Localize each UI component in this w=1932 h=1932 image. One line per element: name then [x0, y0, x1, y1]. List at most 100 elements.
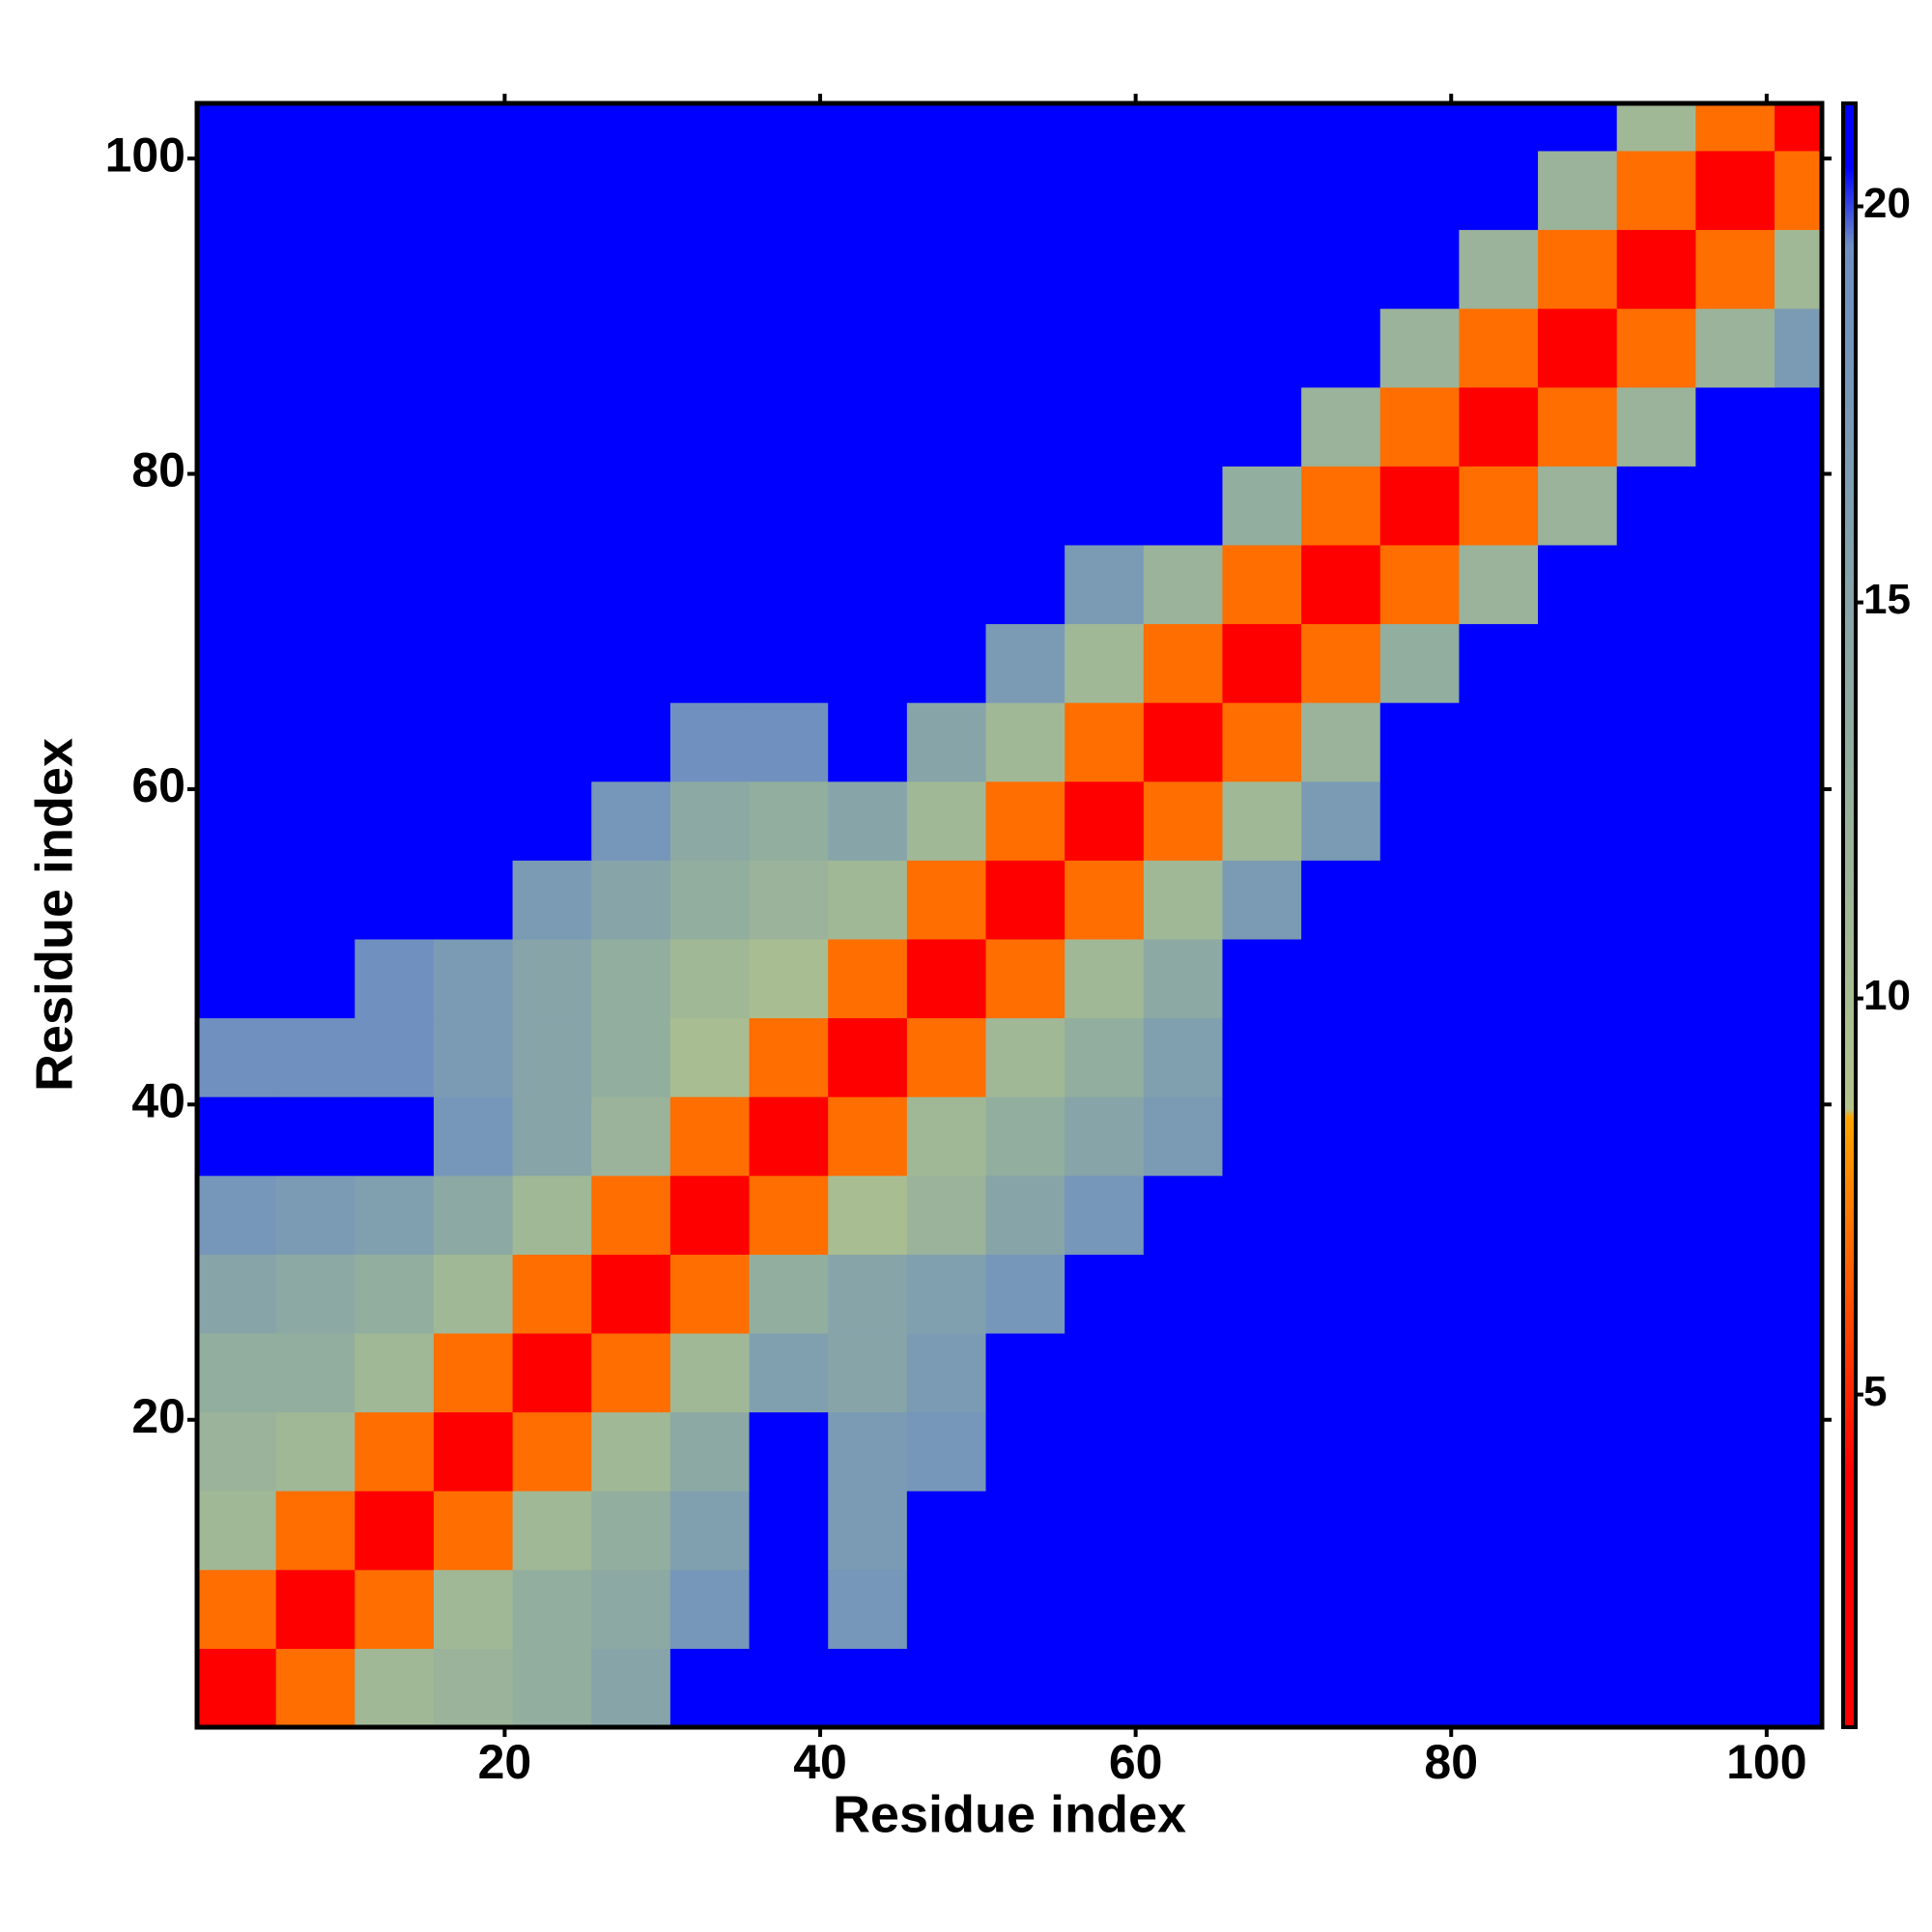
heatmap-cell: [1143, 1569, 1223, 1649]
heatmap-cell: [591, 229, 671, 309]
heatmap-cell: [1695, 150, 1776, 231]
heatmap-cell: [1065, 308, 1145, 388]
heatmap-cell: [669, 229, 751, 309]
heatmap-cell: [1301, 860, 1381, 940]
heatmap-cell: [985, 150, 1065, 231]
heatmap-cell: [512, 623, 592, 703]
colorbar-tick-label: 15: [1863, 576, 1911, 623]
heatmap-cell: [197, 150, 277, 231]
heatmap-cell: [275, 781, 355, 861]
heatmap-cell: [1775, 1096, 1823, 1177]
heatmap-cell: [1459, 938, 1539, 1019]
heatmap-cell: [1143, 1017, 1223, 1097]
heatmap-cell: [1301, 781, 1381, 861]
heatmap-cell: [828, 544, 908, 625]
heatmap-cell: [1775, 1332, 1823, 1413]
heatmap-cell: [512, 1569, 592, 1649]
heatmap-cell: [1616, 466, 1696, 546]
heatmap-cell: [1775, 1569, 1823, 1649]
heatmap-cell: [669, 103, 751, 152]
heatmap-cell: [1065, 1411, 1145, 1492]
heatmap-cell: [1301, 544, 1381, 625]
heatmap-cell: [355, 1175, 435, 1255]
heatmap-cell: [512, 150, 592, 231]
heatmap-cell: [1775, 1175, 1823, 1255]
heatmap-cell: [749, 229, 829, 309]
heatmap-cell: [1616, 544, 1696, 625]
heatmap-cell: [1222, 150, 1302, 231]
heatmap-cell: [1379, 938, 1460, 1019]
heatmap-cell: [1143, 781, 1223, 861]
heatmap-cell: [1301, 1017, 1381, 1097]
heatmap-cell: [1065, 1254, 1145, 1334]
heatmap-cell: [1616, 308, 1696, 388]
heatmap-cell: [355, 1017, 435, 1097]
heatmap-cell: [1695, 1096, 1776, 1177]
heatmap-cell: [591, 1175, 671, 1255]
heatmap-cell: [433, 544, 514, 625]
heatmap-cell: [591, 1411, 671, 1492]
heatmap-cell: [1695, 1254, 1776, 1334]
heatmap-cell: [749, 1648, 829, 1728]
heatmap-cell: [275, 1096, 355, 1177]
colorbar-tick-label: 20: [1863, 180, 1911, 227]
heatmap-cell: [1065, 1017, 1145, 1097]
heatmap-cell: [906, 1254, 987, 1334]
heatmap-cell: [591, 1332, 671, 1413]
heatmap-cell: [433, 1175, 514, 1255]
heatmap-cell: [1222, 623, 1302, 703]
x-tick-label: 60: [1109, 1735, 1163, 1789]
heatmap-cell: [1301, 1648, 1381, 1728]
heatmap-cell: [433, 466, 514, 546]
heatmap-cell: [355, 1411, 435, 1492]
heatmap-cell: [1775, 1648, 1823, 1728]
heatmap-cell: [1459, 860, 1539, 940]
heatmap-cell: [1775, 1017, 1823, 1097]
heatmap-cell: [197, 1648, 277, 1728]
heatmap-cell: [197, 308, 277, 388]
heatmap-cell: [197, 860, 277, 940]
heatmap-cell: [1538, 466, 1618, 546]
heatmap-cell: [1379, 781, 1460, 861]
heatmap-cell: [197, 623, 277, 703]
heatmap-cell: [275, 386, 355, 467]
heatmap-cell: [275, 1175, 355, 1255]
heatmap-cell: [906, 1096, 987, 1177]
heatmap-cell: [1065, 938, 1145, 1019]
heatmap-cell: [1222, 544, 1302, 625]
heatmap-cell: [1695, 466, 1776, 546]
heatmap-cell: [1538, 1096, 1618, 1177]
heatmap-cell: [985, 103, 1065, 152]
heatmap-cell: [749, 466, 829, 546]
y-tick-label: 60: [131, 758, 185, 812]
heatmap-cell: [1301, 103, 1381, 152]
y-tick-label: 40: [131, 1074, 185, 1128]
heatmap-cell: [1616, 781, 1696, 861]
x-axis-title: Residue index: [833, 1785, 1186, 1843]
heatmap-cell: [1065, 1175, 1145, 1255]
heatmap-cell: [197, 1017, 277, 1097]
heatmap-cell: [1379, 860, 1460, 940]
heatmap-cell: [669, 466, 751, 546]
heatmap-cell: [985, 544, 1065, 625]
heatmap-cell: [1379, 1569, 1460, 1649]
heatmap-cell: [275, 1569, 355, 1649]
heatmap-cell: [512, 1175, 592, 1255]
heatmap-cell: [1301, 938, 1381, 1019]
heatmap-cell: [1459, 1175, 1539, 1255]
heatmap-cell: [1695, 702, 1776, 782]
heatmap-cell: [1538, 1491, 1618, 1571]
heatmap-cell: [1695, 1411, 1776, 1492]
heatmap-cell: [1538, 103, 1618, 152]
heatmap-cell: [1379, 623, 1460, 703]
heatmap-cell: [355, 781, 435, 861]
heatmap-cell: [828, 1332, 908, 1413]
heatmap-cell: [1222, 1569, 1302, 1649]
heatmap-cell: [1301, 1491, 1381, 1571]
heatmap-cell: [828, 623, 908, 703]
heatmap-cell: [433, 860, 514, 940]
heatmap-cell: [669, 150, 751, 231]
heatmap-cell: [1143, 150, 1223, 231]
heatmap-cell: [1065, 466, 1145, 546]
heatmap-cell: [512, 1411, 592, 1492]
